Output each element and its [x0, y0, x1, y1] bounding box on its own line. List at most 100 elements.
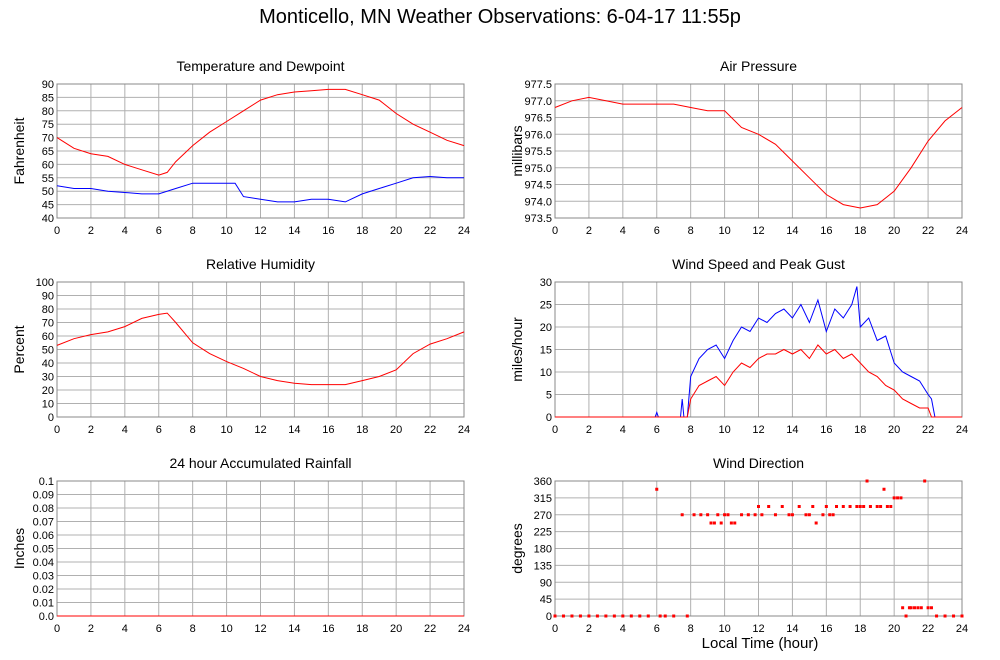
humidity-ytick-label: 60 — [42, 331, 54, 343]
humidity-ylabel: Percent — [11, 325, 27, 373]
wind-direction-point — [663, 614, 667, 618]
wind-direction-ytick-label: 225 — [534, 527, 552, 539]
temperature-ylabel: Fahrenheit — [11, 117, 27, 184]
wind-direction-point — [780, 505, 784, 508]
wind-direction-point — [807, 513, 811, 517]
wind-direction-point — [907, 606, 911, 610]
temperature-xtick-label: 10 — [220, 225, 232, 237]
wind-direction-point — [612, 614, 616, 618]
rainfall-ytick-label: 0.09 — [33, 490, 54, 502]
wind-direction-ytick-label: 0 — [546, 611, 552, 623]
wind-direction-point — [923, 479, 927, 483]
wind-speed-xtick-label: 16 — [820, 424, 832, 436]
pressure-ytick-label: 977.0 — [524, 96, 552, 108]
pressure-title: Air Pressure — [720, 58, 797, 74]
pressure-ytick-label: 973.5 — [524, 213, 552, 225]
temperature-ytick-label: 85 — [42, 92, 54, 104]
wind-direction-point — [882, 487, 886, 491]
wind-direction-point — [638, 614, 642, 618]
wind-speed-ytick-label: 10 — [540, 367, 552, 379]
wind-direction-point — [919, 606, 923, 610]
wind-direction-point — [578, 614, 582, 618]
wind-direction-point — [811, 505, 815, 508]
temperature-ytick-label: 45 — [42, 200, 54, 212]
wind-direction-point — [709, 521, 713, 525]
wind-direction-point — [904, 614, 908, 618]
wind-direction-point — [733, 521, 737, 525]
wind-direction-point — [553, 614, 557, 618]
rainfall-xtick-label: 22 — [424, 623, 436, 635]
wind-direction-point — [716, 513, 720, 517]
wind-speed-xtick-label: 2 — [586, 424, 592, 436]
page-title: Monticello, MN Weather Observations: 6-0… — [259, 6, 741, 28]
humidity-xtick-label: 16 — [322, 424, 334, 436]
wind-direction-point — [899, 496, 903, 500]
wind-direction-point — [828, 513, 832, 517]
wind-speed-xtick-label: 24 — [956, 424, 968, 436]
wind-direction-point — [760, 513, 764, 517]
temperature-ytick-label: 90 — [42, 79, 54, 91]
wind-direction-xtick-label: 8 — [688, 623, 694, 635]
wind-speed-ytick-label: 20 — [540, 322, 552, 334]
wind-direction-ytick-label: 315 — [534, 493, 552, 505]
pressure-xtick-label: 10 — [718, 225, 730, 237]
humidity-ytick-label: 100 — [36, 277, 54, 289]
wind-direction-ylabel: degrees — [509, 523, 525, 574]
wind-direction-point — [835, 505, 839, 508]
wind-speed-title: Wind Speed and Peak Gust — [672, 256, 845, 272]
temperature-xtick-label: 22 — [424, 225, 436, 237]
pressure-xtick-label: 4 — [620, 225, 626, 237]
wind-direction-point — [680, 513, 684, 517]
humidity-xtick-label: 2 — [88, 424, 94, 436]
wind-direction-point — [753, 513, 757, 517]
wind-direction-point — [726, 513, 730, 517]
pressure-ytick-label: 976.5 — [524, 113, 552, 125]
humidity-xtick-label: 4 — [122, 424, 128, 436]
wind-direction-point — [790, 513, 794, 517]
pressure-xtick-label: 14 — [786, 225, 798, 237]
wind-direction-point — [621, 614, 625, 618]
temperature-xtick-label: 24 — [458, 225, 470, 237]
wind-direction-point — [604, 614, 608, 618]
wind-direction-point — [646, 614, 650, 618]
wind-direction-point — [672, 614, 676, 618]
rainfall-xtick-label: 14 — [288, 623, 300, 635]
humidity-ytick-label: 10 — [42, 399, 54, 411]
humidity-xtick-label: 22 — [424, 424, 436, 436]
rainfall-xtick-label: 6 — [156, 623, 162, 635]
humidity-xtick-label: 8 — [190, 424, 196, 436]
humidity-ytick-label: 90 — [42, 291, 54, 303]
humidity-frame — [56, 281, 465, 418]
temperature-xtick-label: 0 — [54, 225, 60, 237]
wind-direction-ytick-label: 90 — [540, 577, 552, 589]
wind-direction-frame — [554, 480, 963, 617]
temperature-ytick-label: 65 — [42, 146, 54, 158]
wind-direction-point — [858, 505, 862, 508]
rainfall-xtick-label: 18 — [356, 623, 368, 635]
wind-direction-point — [767, 505, 771, 508]
wind-direction-ytick-label: 270 — [534, 510, 552, 522]
wind-direction-point — [740, 513, 744, 517]
wind-direction-point — [692, 513, 696, 517]
wind-speed-ylabel: miles/hour — [509, 317, 525, 382]
wind-speed-xtick-label: 8 — [688, 424, 694, 436]
temperature-ytick-label: 50 — [42, 186, 54, 198]
pressure-xtick-label: 20 — [888, 225, 900, 237]
wind-direction-point — [868, 505, 872, 508]
temperature-xtick-label: 8 — [190, 225, 196, 237]
temperature-frame — [56, 83, 465, 219]
wind-speed-xtick-label: 20 — [888, 424, 900, 436]
humidity-series-line-0 — [56, 312, 465, 386]
wind-direction-point — [929, 606, 933, 610]
temperature-series-line-1 — [56, 175, 464, 203]
wind-direction-ytick-label: 45 — [540, 594, 552, 606]
wind-speed-xtick-label: 6 — [654, 424, 660, 436]
rainfall-ytick-label: 0.03 — [33, 571, 54, 583]
pressure-series-line-0 — [554, 96, 963, 209]
wind-direction-point — [855, 505, 859, 508]
rainfall-xtick-label: 16 — [322, 623, 334, 635]
humidity-ytick-label: 30 — [42, 372, 54, 384]
humidity-xtick-label: 12 — [254, 424, 266, 436]
temperature-title: Temperature and Dewpoint — [176, 58, 344, 74]
wind-direction-point — [885, 505, 889, 508]
